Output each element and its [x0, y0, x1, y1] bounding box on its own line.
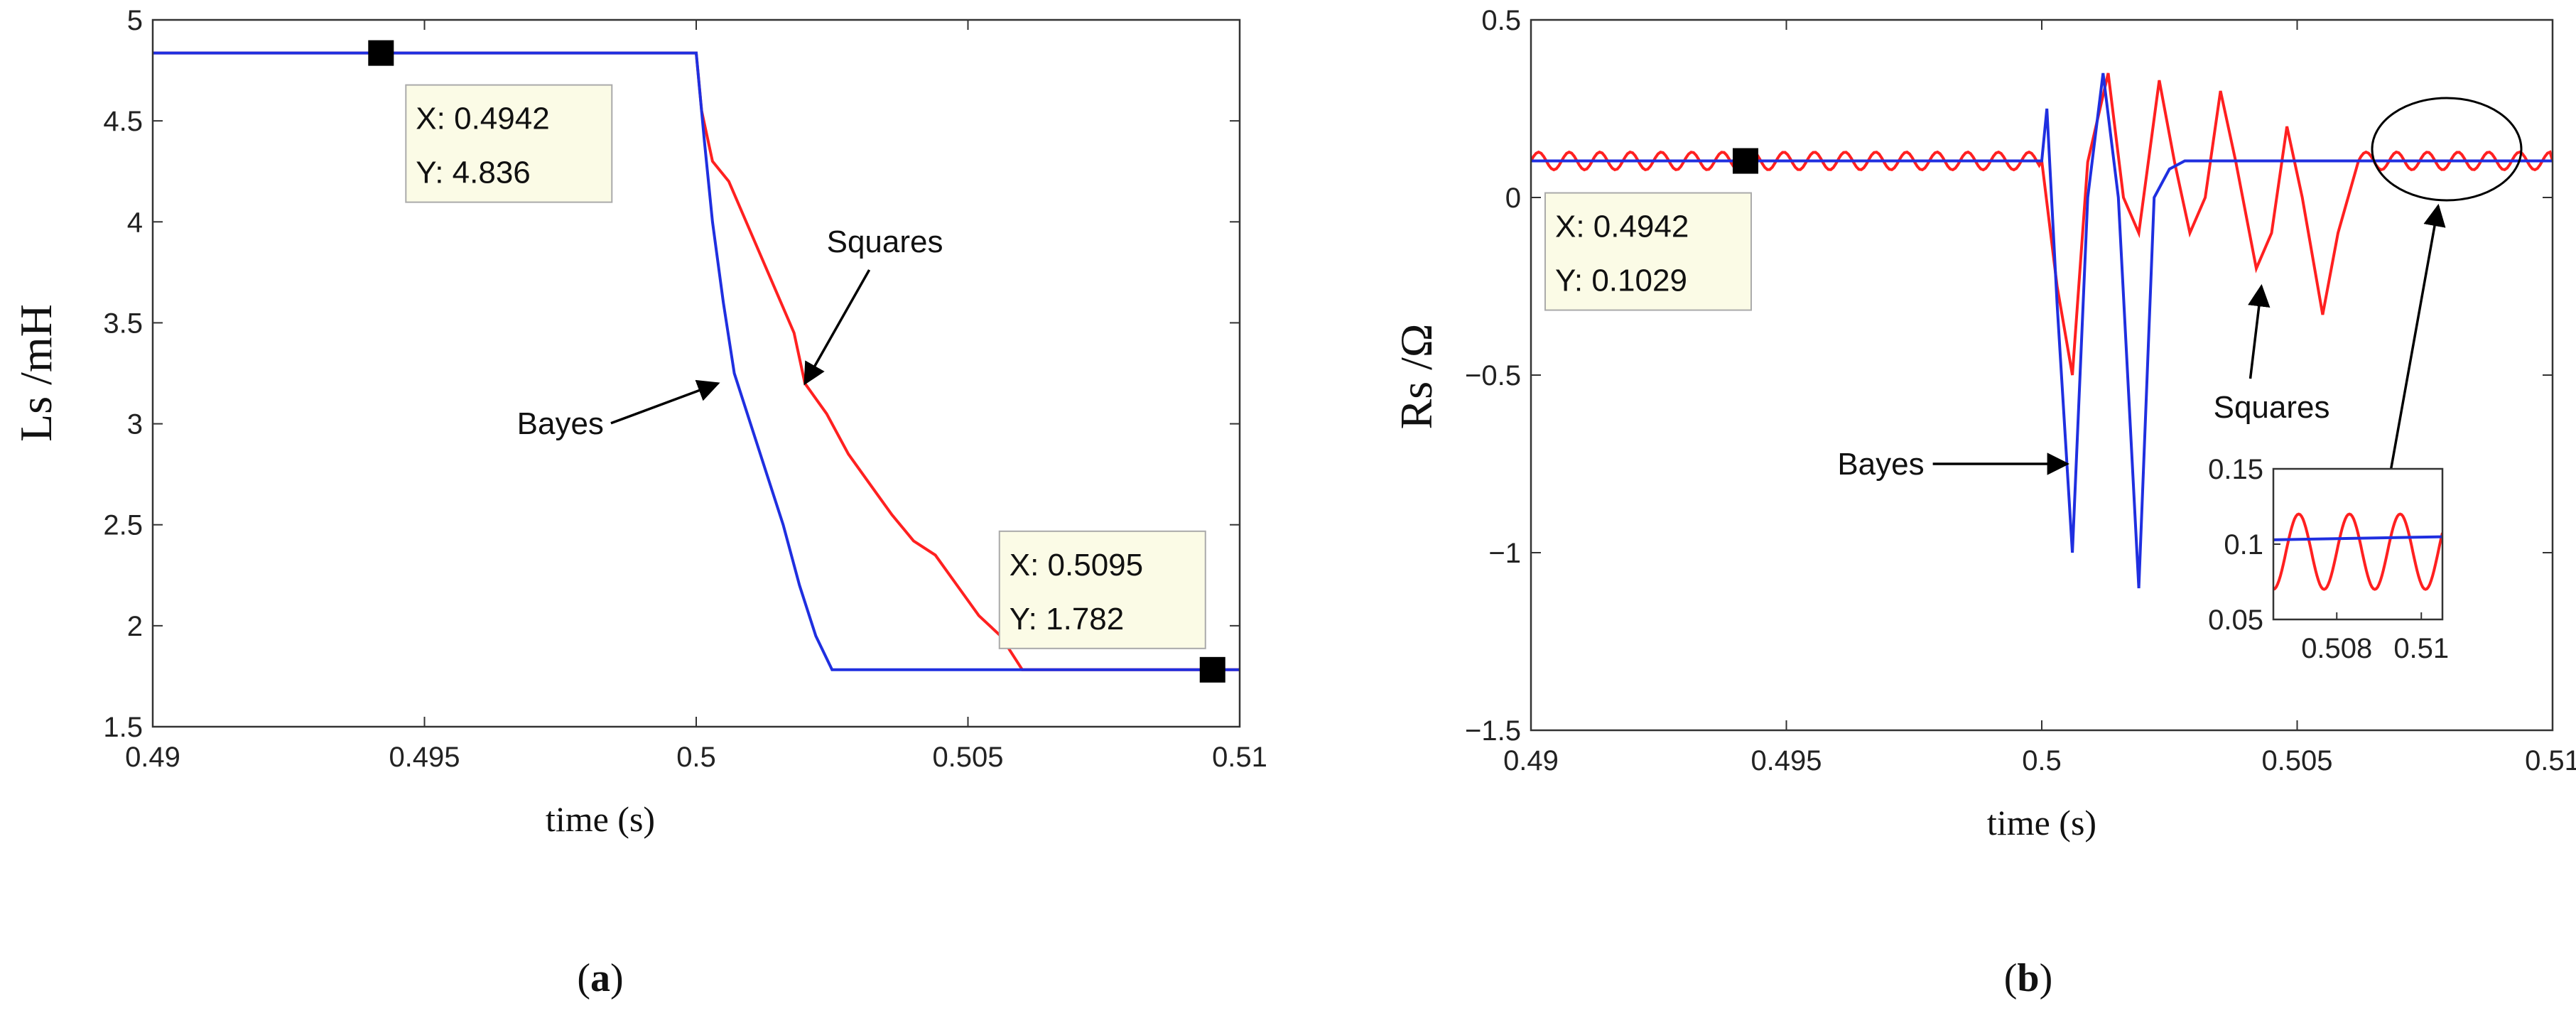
- panel-a-caption: (a): [577, 956, 623, 1000]
- panel-b-inset-xtick-label: 0.508: [2301, 633, 2372, 664]
- panel-a-datatip-2-y: Y: 1.782: [1010, 602, 1124, 636]
- panel-b-squares-line: [1531, 72, 2553, 376]
- panel-b-ytick-label: −0.5: [1465, 360, 1521, 391]
- panel-b-inset-background: [2273, 469, 2442, 619]
- panel-b-plot-frame: [1530, 18, 2554, 732]
- panel-a-ytick-label: 4: [127, 207, 143, 238]
- panel-b-inset-ytick-label: 0.15: [2208, 454, 2263, 485]
- panel-a-datatip-1-marker: [368, 40, 394, 66]
- panel-a-xlabel: time (s): [546, 799, 655, 839]
- panel-b-datatip-x: X: 0.4942: [1555, 210, 1689, 244]
- panel-b-squares-arrow: [2248, 283, 2271, 379]
- panel-b-xtick-label: 0.49: [1503, 745, 1559, 776]
- panel-a-ytick-label: 4.5: [103, 106, 143, 137]
- panel-b-zoom-ellipse: [2371, 97, 2523, 202]
- panel-a-ylabel: Ls /mH: [11, 304, 61, 442]
- panel-b-plot-clip: [1531, 72, 2553, 589]
- panel-b-xtick-label: 0.505: [2261, 745, 2332, 776]
- panel-a-datatip-2-marker: [1199, 656, 1225, 683]
- panel-b-inset-xtick-label: 0.51: [2393, 633, 2449, 664]
- panel-a-datatip-1-x: X: 0.4942: [416, 102, 549, 136]
- panel-a-plot-frame: [151, 18, 1241, 728]
- panel-a-xtick-label: 0.51: [1212, 742, 1267, 773]
- panel-b-inset-frame: [2272, 467, 2444, 621]
- panel-a-ytick-label: 3.5: [103, 308, 143, 339]
- panel-b-ytick-label: 0: [1505, 183, 1521, 214]
- panel-a-datatip-1-y: Y: 4.836: [416, 156, 530, 190]
- panel-a-squares-label: Squares: [827, 224, 943, 259]
- panel-a-squares-line: [153, 51, 1240, 671]
- panel-b-caption: (b): [2004, 956, 2052, 1000]
- panel-a-datatip-2-box: [998, 530, 1206, 649]
- panel-b-ytick-label: −1.5: [1465, 715, 1521, 747]
- panel-b-ylabel: Rs /Ω: [1391, 324, 1441, 430]
- panel-a-ytick-label: 5: [127, 5, 143, 36]
- panel-b-xtick-label: 0.51: [2525, 745, 2576, 776]
- panel-b-inset-ytick-label: 0.1: [2224, 529, 2263, 560]
- panel-b-bayes-label: Bayes: [1837, 447, 1924, 482]
- panel-a-xtick-label: 0.5: [676, 742, 716, 773]
- panel-a-ytick-label: 1.5: [103, 712, 143, 743]
- panel-a-ytick-label: 3: [127, 409, 143, 440]
- panel-a-datatip-1-box: [405, 84, 613, 203]
- panel-b-inset: 0.508 0.51 0.05 0.1 0.15: [2208, 454, 2449, 664]
- panel-b-datatip-box: [1544, 192, 1752, 311]
- panel-b-xtick-label: 0.5: [2022, 745, 2062, 776]
- panel-b-inset-ytick-label: 0.05: [2208, 605, 2263, 636]
- panel-b-datatip-marker: [1732, 148, 1758, 174]
- panel-a: 0.49 0.495 0.5 0.505 0.51 1.5 2 2.5 3 3.5 4 4.5 5 Sq…: [11, 5, 1267, 1000]
- panel-b-ytick-label: −1: [1488, 538, 1521, 569]
- panel-b-inset-squares-line: [2273, 512, 2442, 591]
- panel-b-xlabel: time (s): [1987, 803, 2096, 843]
- panel-b-bayes-line: [1531, 72, 2553, 589]
- panel-b-inset-ticks: 0.508 0.51 0.05 0.1 0.15: [2208, 454, 2449, 664]
- panel-b-ticks: 0.49 0.495 0.5 0.505 0.51 −1.5 −1 −0.5 0 0.5: [1465, 5, 2576, 776]
- panel-a-ytick-label: 2: [127, 611, 143, 642]
- panel-a-xtick-label: 0.49: [125, 742, 180, 773]
- panel-b-xtick-label: 0.495: [1750, 745, 1822, 776]
- panel-a-plot-clip: [153, 51, 1240, 671]
- panel-a-xtick-label: 0.495: [389, 742, 460, 773]
- panel-a-bayes-arrow: [610, 379, 720, 425]
- panel-a-squares-arrow: [803, 269, 871, 386]
- panel-a-bayes-label: Bayes: [517, 406, 604, 441]
- panel-a-ticks: 0.49 0.495 0.5 0.505 0.51 1.5 2 2.5 3 3.5 4 4.5 5: [103, 5, 1267, 773]
- panel-b-datatip-y: Y: 0.1029: [1555, 264, 1687, 298]
- panel-b: 0.49 0.495 0.5 0.505 0.51 −1.5 −1 −0.5 0 0.5 Baye…: [1391, 5, 2576, 1000]
- panel-a-xtick-label: 0.505: [932, 742, 1003, 773]
- panel-b-squares-label: Squares: [2214, 390, 2330, 425]
- panel-a-bayes-line: [153, 51, 1240, 671]
- panel-b-ytick-label: 0.5: [1481, 5, 1521, 36]
- panel-a-ytick-label: 2.5: [103, 510, 143, 541]
- panel-a-datatip-2-x: X: 0.5095: [1010, 548, 1143, 583]
- panel-b-inset-bayes-line: [2273, 535, 2442, 541]
